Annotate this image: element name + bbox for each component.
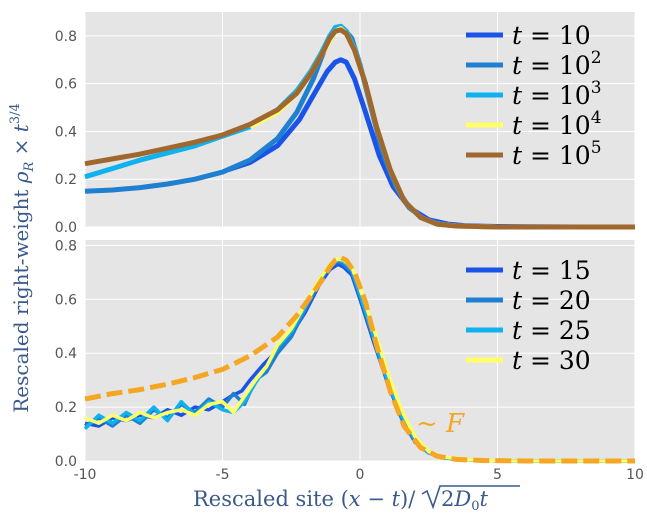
series-line-10 bbox=[84, 27, 635, 230]
legend-label: t = 25 bbox=[512, 316, 591, 345]
legend-label: t = 105 bbox=[512, 138, 602, 170]
y-tick-label: 0.4 bbox=[55, 346, 77, 362]
legend-label: t = 104 bbox=[512, 108, 602, 140]
legend-label: t = 15 bbox=[512, 256, 591, 285]
y-tick-label: 0.8 bbox=[55, 29, 77, 45]
y-tick-label: 0.0 bbox=[55, 220, 77, 236]
y-tick-label: 0.0 bbox=[55, 454, 77, 470]
legend-item-t-25: t = 25 bbox=[466, 316, 591, 345]
legend-item-t-10-5: t = 105 bbox=[466, 138, 602, 170]
x-tick-label: 0 bbox=[356, 467, 365, 483]
legend-item-t-15: t = 15 bbox=[466, 256, 591, 285]
y-tick-label: 0.2 bbox=[55, 400, 77, 416]
y-tick-label: 0.6 bbox=[55, 292, 77, 308]
legend-label: t = 10 bbox=[512, 21, 591, 50]
legend-item-t-10-4: t = 104 bbox=[466, 108, 602, 140]
legend-item-t-10-2: t = 102 bbox=[466, 48, 602, 80]
legend-label: t = 102 bbox=[512, 48, 602, 80]
f-annotation: ~ F bbox=[416, 409, 465, 439]
x-tick-label: 5 bbox=[493, 467, 502, 483]
legend-item-t-20: t = 20 bbox=[466, 286, 591, 315]
svg-text:Rescaled right-weight ρR × t3/: Rescaled right-weight ρR × t3/4 bbox=[8, 103, 37, 413]
legend-label: t = 20 bbox=[512, 286, 591, 315]
y-tick-label: 0.8 bbox=[55, 238, 77, 254]
y-tick-label: 0.4 bbox=[55, 124, 77, 140]
svg-text:2D0t: 2D0t bbox=[441, 487, 489, 514]
legend-item-t-10: t = 10 bbox=[466, 21, 591, 50]
series-line-F bbox=[84, 255, 635, 464]
x-axis-label: Rescaled site (x − t)/ 2D0t bbox=[193, 485, 520, 514]
y-tick-label: 0.2 bbox=[55, 172, 77, 188]
series-line-30 bbox=[84, 257, 635, 463]
y-tick-label: 0.6 bbox=[55, 77, 77, 93]
svg-text:Rescaled site (x − t)/: Rescaled site (x − t)/ bbox=[193, 487, 416, 511]
legend-item-t-10-3: t = 103 bbox=[466, 78, 602, 110]
x-tick-label: -10 bbox=[74, 467, 97, 483]
x-tick-label: 10 bbox=[626, 467, 644, 483]
legend-item-t-30: t = 30 bbox=[466, 346, 591, 375]
y-axis-label: Rescaled right-weight ρR × t3/4 bbox=[8, 103, 37, 413]
legend-label: t = 30 bbox=[512, 346, 591, 375]
bottom-panel: -10 -5 0 5 100.00.20.40.60.8t = 15t = 20t = … bbox=[55, 238, 644, 483]
legend-label: t = 103 bbox=[512, 78, 602, 110]
x-tick-label: -5 bbox=[216, 467, 230, 483]
